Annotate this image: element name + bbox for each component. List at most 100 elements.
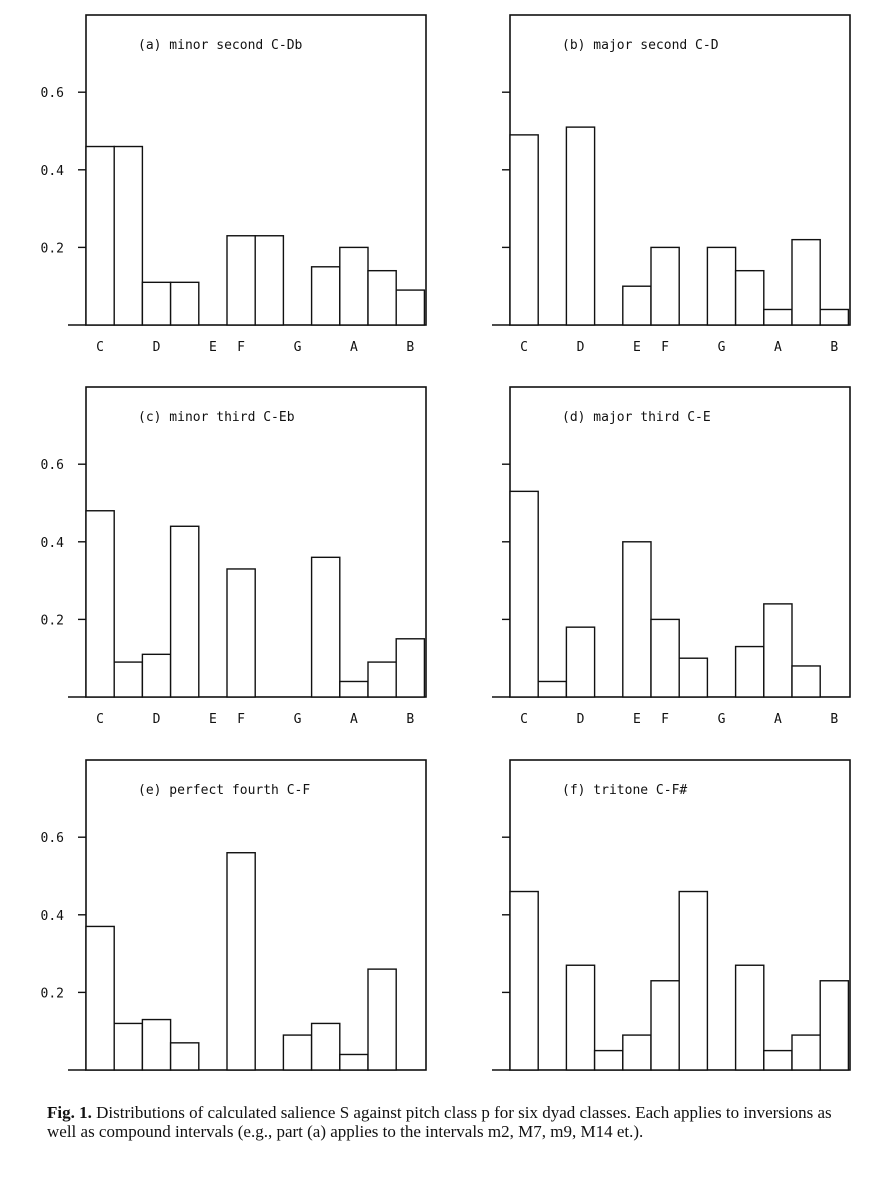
bar-A#: [791, 1034, 821, 1071]
y-tick-label: 0.2: [41, 986, 64, 1001]
panel-title: (d) major third C-E: [562, 410, 711, 425]
panel-title: (c) minor third C-Eb: [138, 410, 295, 425]
figure-caption: Fig. 1. Distributions of calculated sali…: [47, 1103, 847, 1141]
bar-C: [509, 890, 539, 1071]
bar-A: [339, 1053, 369, 1071]
bar-G#: [310, 1022, 341, 1071]
x-category-label: A: [350, 712, 358, 727]
y-tick-label: 0.6: [41, 831, 64, 846]
bar-D#: [169, 1042, 200, 1071]
x-category-label: C: [96, 712, 104, 727]
bar-F: [650, 618, 680, 698]
chart-panel-0: 0.2 0.4 0.6 C D E F G A B (a) minor second C-Db: [41, 14, 427, 355]
bar-A: [339, 680, 369, 698]
bar-C: [85, 925, 115, 1071]
x-category-label: F: [237, 340, 245, 355]
bar-D: [565, 126, 596, 326]
x-category-label: G: [718, 712, 726, 727]
bar-E: [622, 285, 652, 326]
bar-G#: [734, 269, 765, 326]
bar-D: [141, 653, 172, 698]
bar-A#: [367, 661, 397, 698]
bar-F: [226, 852, 256, 1071]
y-tick-label: 0.6: [41, 86, 64, 101]
panel-title: (b) major second C-D: [562, 38, 719, 53]
y-tick-label: 0.6: [41, 458, 64, 473]
bar-A: [763, 308, 793, 326]
bar-C#: [113, 1022, 144, 1071]
bar-B: [819, 980, 850, 1071]
bar-E: [622, 1034, 652, 1071]
chart-panel-2: 0.2 0.4 0.6 C D E F G A B (c) minor third C-Eb: [41, 386, 427, 727]
bar-B: [819, 308, 850, 326]
bar-C: [509, 490, 539, 698]
figure-panels: 0.20.40.6C D E F G A B(a) minor second C-DbC D E…: [41, 14, 851, 1071]
x-category-label: A: [774, 712, 782, 727]
x-category-label: B: [830, 712, 838, 727]
chart-panel-3: C D E F G A B (d) major third C-E: [492, 386, 851, 727]
bar-A#: [791, 665, 821, 698]
x-category-label: D: [577, 340, 585, 355]
bar-C#: [537, 680, 568, 698]
bar-G: [282, 1034, 313, 1071]
x-category-label: D: [577, 712, 585, 727]
x-category-label: B: [406, 340, 414, 355]
bar-F: [650, 980, 680, 1071]
bar-G: [706, 246, 737, 326]
x-category-label: E: [209, 712, 217, 727]
bar-F: [650, 246, 680, 326]
bar-G#: [734, 964, 765, 1071]
y-tick-label: 0.4: [41, 909, 65, 924]
x-category-label: E: [633, 712, 641, 727]
x-category-label: G: [718, 340, 726, 355]
x-category-label: C: [520, 712, 528, 727]
y-tick-label: 0.4: [41, 164, 65, 179]
y-tick-label: 0.4: [41, 536, 65, 551]
panel-frame: [509, 386, 851, 698]
x-category-label: C: [520, 340, 528, 355]
bar-F#: [678, 890, 709, 1071]
x-category-label: C: [96, 340, 104, 355]
panel-title: (e) perfect fourth C-F: [138, 783, 310, 798]
bar-A#: [367, 269, 397, 326]
panel-frame: [85, 386, 427, 698]
bar-D: [141, 1018, 172, 1071]
chart-panel-1: C D E F G A B (b) major second C-D: [492, 14, 851, 355]
caption-text: Distributions of calculated salience S a…: [47, 1103, 832, 1141]
bar-F: [226, 568, 256, 698]
bar-D#: [593, 1049, 624, 1071]
x-category-label: D: [153, 340, 161, 355]
bar-F#: [678, 657, 709, 698]
bar-D#: [169, 281, 200, 326]
x-category-label: F: [237, 712, 245, 727]
x-category-label: G: [294, 340, 302, 355]
y-tick-label: 0.2: [41, 241, 64, 256]
x-category-label: F: [661, 340, 669, 355]
bar-A#: [367, 968, 397, 1071]
bar-G#: [310, 556, 341, 698]
bar-D: [565, 626, 596, 698]
bar-E: [622, 541, 652, 698]
x-category-label: D: [153, 712, 161, 727]
x-category-label: F: [661, 712, 669, 727]
bar-C: [509, 134, 539, 326]
bar-F#: [254, 235, 285, 326]
bar-C#: [113, 661, 144, 698]
bar-A: [763, 603, 793, 698]
x-category-label: A: [350, 340, 358, 355]
bar-A: [339, 246, 369, 326]
bar-C: [85, 510, 115, 698]
bar-F: [226, 235, 256, 326]
x-category-label: B: [406, 712, 414, 727]
panel-title: (a) minor second C-Db: [138, 38, 303, 53]
caption-label: Fig. 1.: [47, 1103, 92, 1122]
x-category-label: A: [774, 340, 782, 355]
bar-D#: [169, 525, 200, 698]
panel-title: (f) tritone C-F#: [562, 783, 687, 798]
bar-A: [763, 1049, 793, 1071]
x-category-label: G: [294, 712, 302, 727]
bar-B: [395, 638, 426, 698]
bar-B: [395, 289, 426, 326]
